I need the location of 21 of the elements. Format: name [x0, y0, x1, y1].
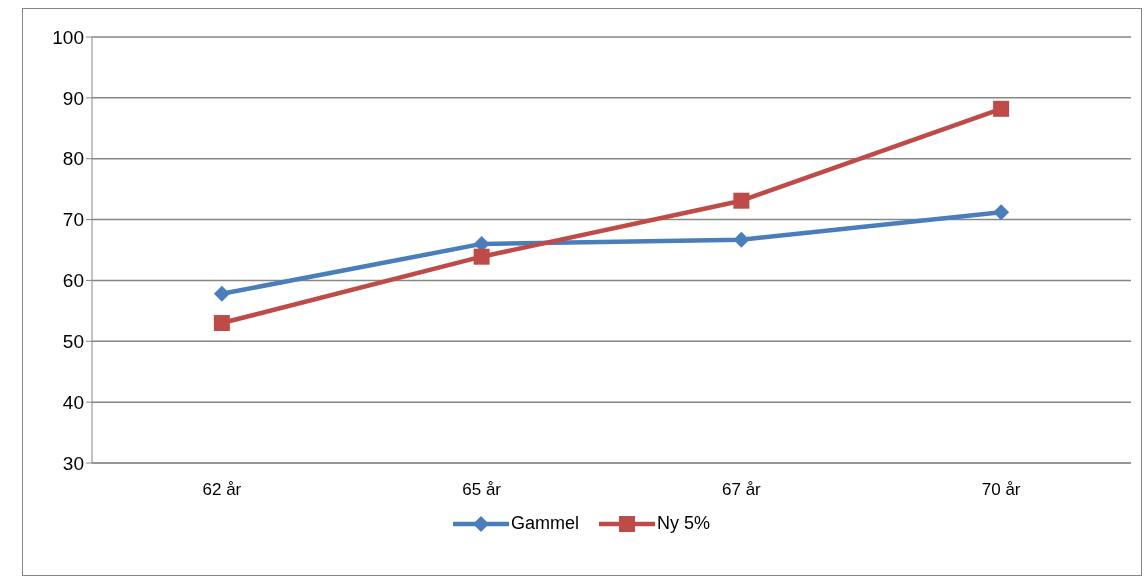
point	[733, 231, 750, 248]
y-tick-label: 90	[62, 87, 84, 109]
point	[213, 285, 230, 302]
point	[213, 315, 230, 332]
legend-label: Ny 5%	[656, 513, 711, 534]
y-tick-label: 30	[62, 452, 84, 474]
y-tick-label: 80	[62, 148, 84, 170]
point	[473, 248, 490, 265]
y-tick-label: 70	[62, 209, 84, 231]
y-tick-label: 60	[62, 270, 84, 292]
x-tick-label: 67 år	[722, 480, 762, 500]
y-tick-label: 50	[62, 331, 84, 353]
x-tick-label: 70 år	[981, 480, 1021, 500]
point	[733, 192, 750, 209]
x-tick-label: 62 år	[202, 480, 242, 500]
legend-label: Gammel	[510, 513, 579, 534]
point	[993, 100, 1010, 117]
point	[993, 204, 1010, 221]
y-tick-label: 100	[52, 26, 84, 48]
x-tick-label: 65 år	[462, 480, 502, 500]
y-tick-label: 40	[62, 391, 84, 413]
